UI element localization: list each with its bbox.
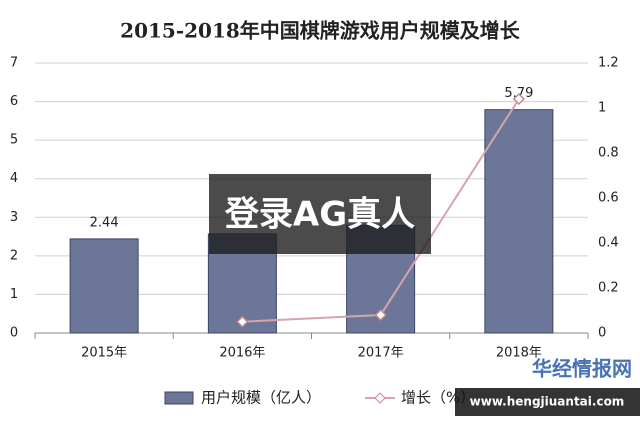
legend-label: 用户规模（亿人）	[201, 389, 321, 407]
y2-tick-label: 0.6	[598, 191, 619, 206]
x-tick-label: 2015年	[81, 346, 127, 361]
x-tick-label: 2018年	[496, 346, 542, 361]
legend-marker	[374, 392, 386, 404]
watermark-url: www.hengjiuantai.com	[470, 395, 625, 409]
y-tick-label: 4	[10, 171, 18, 186]
y-tick-label: 0	[10, 326, 18, 341]
y-tick-label: 5	[10, 133, 18, 148]
line-marker	[236, 315, 249, 328]
y2-tick-label: 0.8	[598, 146, 619, 161]
x-tick-label: 2017年	[358, 346, 404, 361]
line-marker	[374, 308, 387, 322]
line-marker	[512, 92, 525, 106]
y-tick-label: 7	[10, 56, 18, 71]
y2-tick-label: 0	[598, 326, 606, 341]
y2-tick-label: 1.2	[598, 56, 619, 71]
legend-swatch	[164, 391, 194, 405]
y-tick-label: 6	[10, 94, 18, 109]
bar	[69, 238, 139, 334]
y-tick-label: 3	[10, 210, 18, 225]
overlay-box	[209, 174, 431, 254]
y-tick-label: 2	[10, 248, 18, 263]
watermark-box	[455, 388, 640, 416]
data-label: 2.44	[90, 215, 119, 230]
chart-title: 2015-2018年中国棋牌游戏用户规模及增长	[120, 19, 521, 43]
watermark-name: 华经情报网	[532, 357, 632, 381]
x-tick-label: 2016年	[219, 346, 265, 361]
overlay-text: 登录AG真人	[224, 195, 415, 235]
y2-tick-label: 1	[598, 101, 606, 116]
y2-tick-label: 0.4	[598, 236, 619, 251]
bar	[484, 109, 554, 334]
y2-tick-label: 0.2	[598, 281, 619, 296]
y-tick-label: 1	[10, 287, 18, 302]
